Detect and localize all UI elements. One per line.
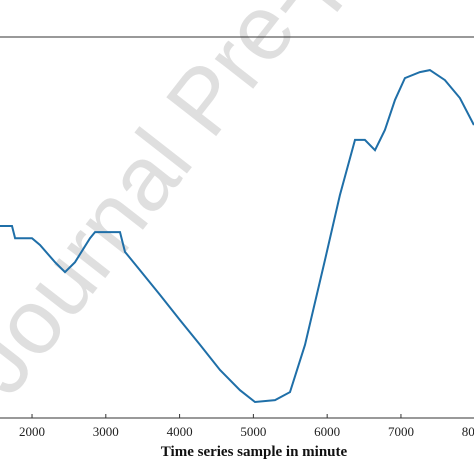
x-axis-label: Time series sample in minute — [161, 444, 348, 460]
watermark: Journal Pre-proof — [0, 0, 464, 412]
x-tick-label: 5000 — [240, 424, 266, 439]
x-tick-label: 6000 — [314, 424, 340, 439]
x-tick-label: 4000 — [167, 424, 193, 439]
x-tick-label: 7000 — [388, 424, 414, 439]
plot-frame — [0, 36, 474, 419]
x-tick-label: 2000 — [19, 424, 45, 439]
data-line — [0, 69, 474, 404]
x-tick-label: 8000 — [462, 424, 474, 439]
x-tick-label: 3000 — [93, 424, 119, 439]
